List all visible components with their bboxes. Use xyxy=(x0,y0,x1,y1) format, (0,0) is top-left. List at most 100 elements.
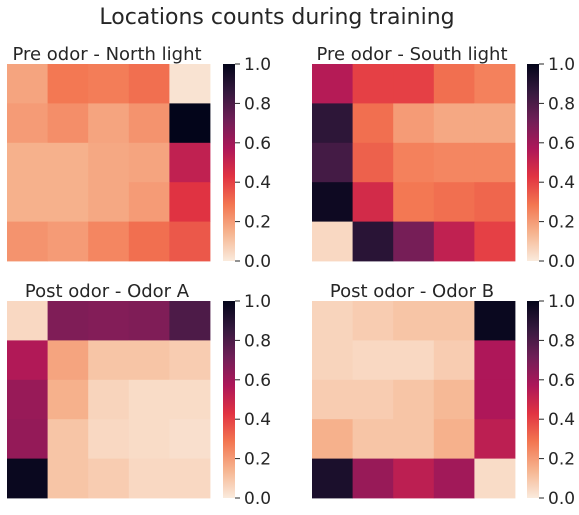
heatmap-cell xyxy=(7,340,48,381)
heatmap-cell xyxy=(393,142,435,183)
heatmap-cell xyxy=(393,103,435,144)
heatmap-cell xyxy=(312,458,353,499)
panel-title: Pre odor - North light xyxy=(12,44,201,65)
heatmap-cell xyxy=(7,379,48,420)
heatmap-cell xyxy=(312,64,353,104)
colorbar-tick-label: 0.4 xyxy=(548,173,575,193)
heatmap-cell xyxy=(433,458,475,499)
heatmap-cell xyxy=(433,103,475,144)
heatmap-cell xyxy=(169,340,211,381)
heatmap-cell xyxy=(169,182,211,222)
heatmap-cell xyxy=(47,379,89,420)
heatmap-cell xyxy=(312,340,353,381)
colorbar-gradient xyxy=(223,64,235,261)
colorbar-tick-label: 0.4 xyxy=(244,173,271,193)
heatmap-cell xyxy=(7,64,48,104)
panel-pre-odor-south-light: Pre odor - South light 0.0 0.2 0.4 0.6 0.8 1.… xyxy=(312,44,575,272)
colorbar-tick-label: 0.0 xyxy=(244,252,271,272)
heatmap-cell xyxy=(352,379,394,420)
heatmap-cell xyxy=(474,64,516,104)
heatmap-cell xyxy=(474,103,516,144)
heatmap-cell xyxy=(7,458,48,499)
heatmap-cell xyxy=(393,419,435,459)
colorbar: 0.0 0.2 0.4 0.6 0.8 1.0 xyxy=(223,292,271,509)
colorbar-tick-label: 0.0 xyxy=(244,489,271,509)
heatmap-cell xyxy=(352,182,394,222)
heatmap-cell xyxy=(47,458,89,499)
heatmap-cell xyxy=(433,182,475,222)
heatmap-cell xyxy=(474,379,516,420)
heatmap-cell xyxy=(433,64,475,104)
heatmap-cell xyxy=(433,379,475,420)
heatmap-cell xyxy=(474,182,516,222)
heatmap-cell xyxy=(47,301,89,341)
heatmap-cell xyxy=(474,419,516,459)
heatmap-grid xyxy=(7,64,211,262)
heatmap-cell xyxy=(433,340,475,381)
colorbar: 0.0 0.2 0.4 0.6 0.8 1.0 xyxy=(527,55,575,272)
heatmap-cell xyxy=(128,301,170,341)
heatmap-cell xyxy=(88,64,130,104)
colorbar: 0.0 0.2 0.4 0.6 0.8 1.0 xyxy=(527,292,575,509)
heatmap-cell xyxy=(88,103,130,144)
colorbar-tick-label: 0.6 xyxy=(548,371,575,391)
heatmap-cell xyxy=(312,221,353,262)
heatmap-cell xyxy=(47,103,89,144)
heatmap-cell xyxy=(128,64,170,104)
heatmap-cell xyxy=(352,103,394,144)
heatmap-cell xyxy=(352,458,394,499)
colorbar-tick-label: 0.8 xyxy=(244,331,271,351)
heatmap-cell xyxy=(47,64,89,104)
heatmap-grid xyxy=(312,301,516,499)
colorbar-tick-label: 1.0 xyxy=(548,55,575,75)
heatmap-cell xyxy=(128,221,170,262)
colorbar-tick-label: 0.6 xyxy=(548,134,575,154)
colorbar-tick-label: 1.0 xyxy=(244,292,271,312)
heatmap-cell xyxy=(312,379,353,420)
heatmap-grid xyxy=(7,301,211,499)
heatmap-cell xyxy=(169,64,211,104)
colorbar: 0.0 0.2 0.4 0.6 0.8 1.0 xyxy=(223,55,271,272)
heatmap-cell xyxy=(312,142,353,183)
heatmap-cell xyxy=(433,221,475,262)
colorbar-tick-label: 0.8 xyxy=(244,94,271,114)
heatmap-cell xyxy=(169,301,211,341)
heatmap-cell xyxy=(312,182,353,222)
heatmap-cell xyxy=(88,379,130,420)
colorbar-tick-label: 0.2 xyxy=(244,450,271,470)
heatmap-cell xyxy=(352,142,394,183)
heatmap-cell xyxy=(312,419,353,459)
heatmap-cell xyxy=(393,301,435,341)
heatmap-cell xyxy=(393,221,435,262)
colorbar-tick-label: 0.0 xyxy=(548,489,575,509)
heatmap-cell xyxy=(128,379,170,420)
panel-title: Post odor - Odor A xyxy=(25,281,190,302)
colorbar-tick-label: 1.0 xyxy=(244,55,271,75)
heatmap-cell xyxy=(352,221,394,262)
heatmap-cell xyxy=(128,419,170,459)
colorbar-tick-label: 0.8 xyxy=(548,94,575,114)
heatmap-cell xyxy=(47,221,89,262)
heatmap-cell xyxy=(352,64,394,104)
colorbar-tick-label: 0.8 xyxy=(548,331,575,351)
panel-pre-odor-north-light: Pre odor - North light 0.0 0.2 0.4 0.6 0.8 1.… xyxy=(7,44,271,272)
heatmap-cell xyxy=(474,301,516,341)
heatmap-cell xyxy=(169,142,211,183)
heatmap-cell xyxy=(433,142,475,183)
colorbar-tick-label: 0.6 xyxy=(244,371,271,391)
colorbar-tick-label: 0.0 xyxy=(548,252,575,272)
heatmap-cell xyxy=(433,301,475,341)
colorbar-tick-label: 0.2 xyxy=(548,450,575,470)
colorbar-gradient xyxy=(527,64,539,261)
panel-post-odor-odor-b: Post odor - Odor B 0.0 0.2 0.4 0.6 0.8 1.0 xyxy=(312,281,575,509)
heatmap-cell xyxy=(7,142,48,183)
heatmap-cell xyxy=(393,64,435,104)
colorbar-tick-label: 0.4 xyxy=(244,410,271,430)
heatmap-cell xyxy=(47,142,89,183)
colorbar-gradient xyxy=(223,301,235,498)
heatmap-cell xyxy=(88,182,130,222)
heatmap-cell xyxy=(352,301,394,341)
heatmap-cell xyxy=(393,458,435,499)
heatmap-cell xyxy=(47,419,89,459)
heatmap-cell xyxy=(312,301,353,341)
